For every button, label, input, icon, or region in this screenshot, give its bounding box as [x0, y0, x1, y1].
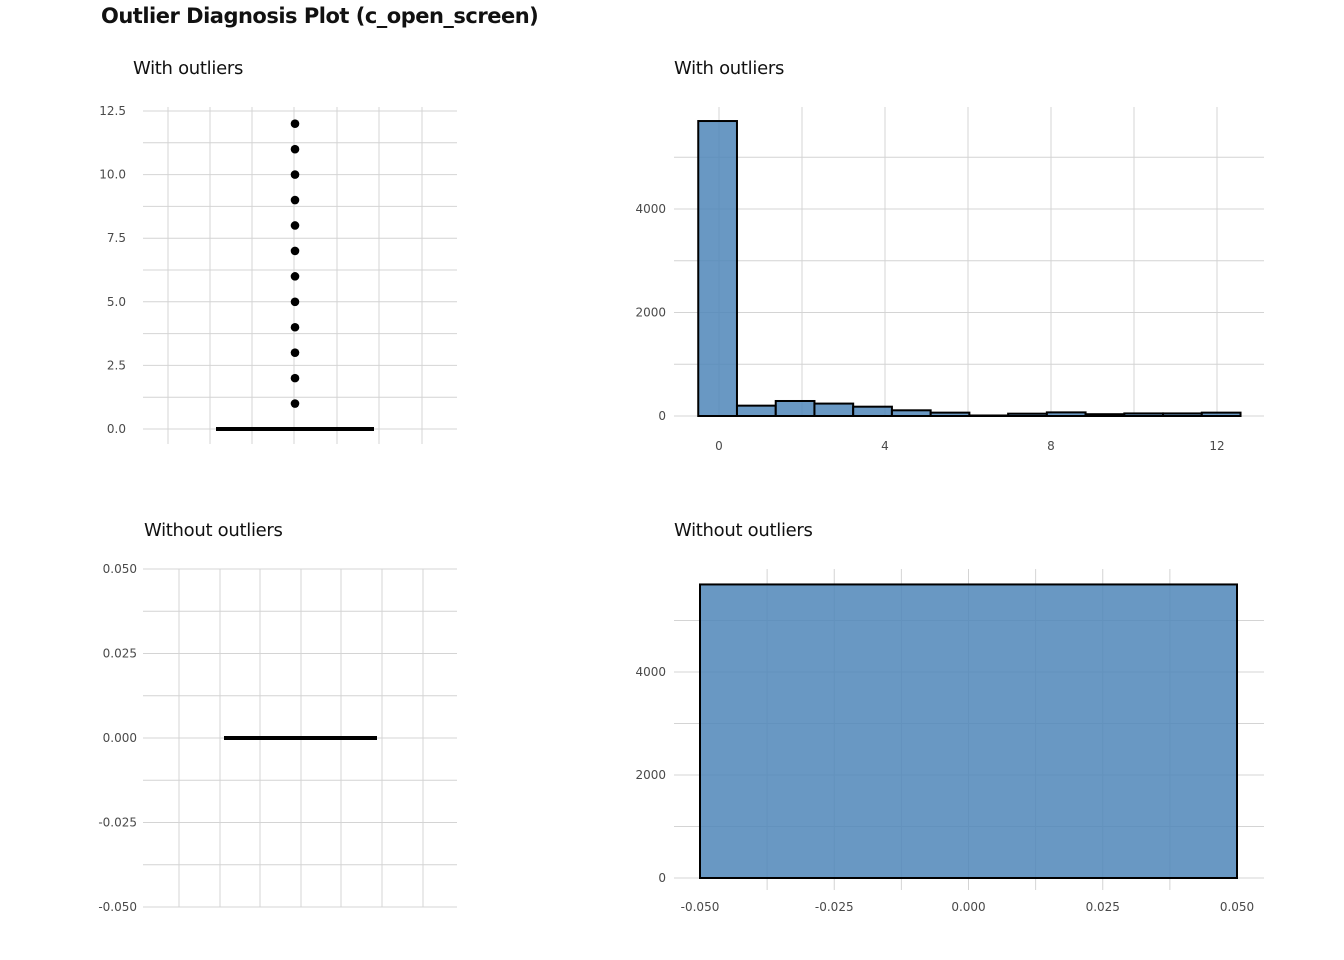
panel-title-box-without-outliers: Without outliers: [144, 520, 283, 541]
outlier-point: [290, 195, 300, 205]
panel-title-box-with-outliers: With outliers: [133, 58, 244, 79]
x-tick-label: 0.050: [1220, 900, 1254, 914]
y-tick-label: 2.5: [107, 358, 126, 372]
x-tick-label: 12: [1209, 439, 1224, 453]
y-tick-label: 2000: [635, 306, 666, 320]
y-tick-label: 0: [658, 871, 666, 885]
histogram-bar: [697, 120, 738, 418]
x-tick-label: -0.025: [815, 900, 854, 914]
y-tick-label: 4000: [635, 202, 666, 216]
y-tick-label: 12.5: [99, 104, 126, 118]
x-tick-label: 0.025: [1086, 900, 1120, 914]
y-tick-label: 0.000: [103, 731, 137, 745]
outlier-point: [290, 246, 300, 256]
y-tick-label: -0.025: [98, 816, 137, 830]
y-tick-label: 0: [658, 409, 666, 423]
x-tick-label: 0.000: [951, 900, 985, 914]
histogram-bar: [929, 411, 971, 418]
outlier-point: [290, 373, 300, 383]
y-tick-label: 0.050: [103, 562, 137, 576]
y-tick-label: 0.025: [103, 647, 137, 661]
outlier-point: [290, 399, 300, 408]
outlier-point: [290, 322, 300, 332]
outlier-point: [290, 272, 300, 281]
page-title: Outlier Diagnosis Plot (c_open_screen): [101, 4, 539, 28]
x-tick-label: 4: [881, 439, 889, 453]
y-tick-label: 7.5: [107, 231, 126, 245]
outlier-point: [290, 221, 300, 230]
histogram-bar: [699, 583, 1238, 879]
y-tick-label: 4000: [635, 665, 666, 679]
outlier-point: [290, 144, 300, 154]
outlier-point: [290, 170, 300, 179]
outlier-point: [290, 297, 300, 307]
panel-title-hist-without-outliers: Without outliers: [674, 520, 813, 541]
histogram-bar: [1200, 411, 1242, 418]
y-tick-label: 5.0: [107, 295, 126, 309]
x-tick-label: -0.050: [681, 900, 720, 914]
x-tick-label: 8: [1047, 439, 1055, 453]
outlier-point: [290, 348, 300, 357]
y-tick-label: 2000: [635, 768, 666, 782]
x-tick-label: 0: [715, 439, 723, 453]
panel-title-hist-with-outliers: With outliers: [674, 58, 785, 79]
outlier-point: [290, 119, 300, 129]
y-tick-label: -0.050: [98, 900, 137, 914]
y-tick-label: 0.0: [107, 422, 126, 436]
y-tick-label: 10.0: [99, 168, 126, 182]
